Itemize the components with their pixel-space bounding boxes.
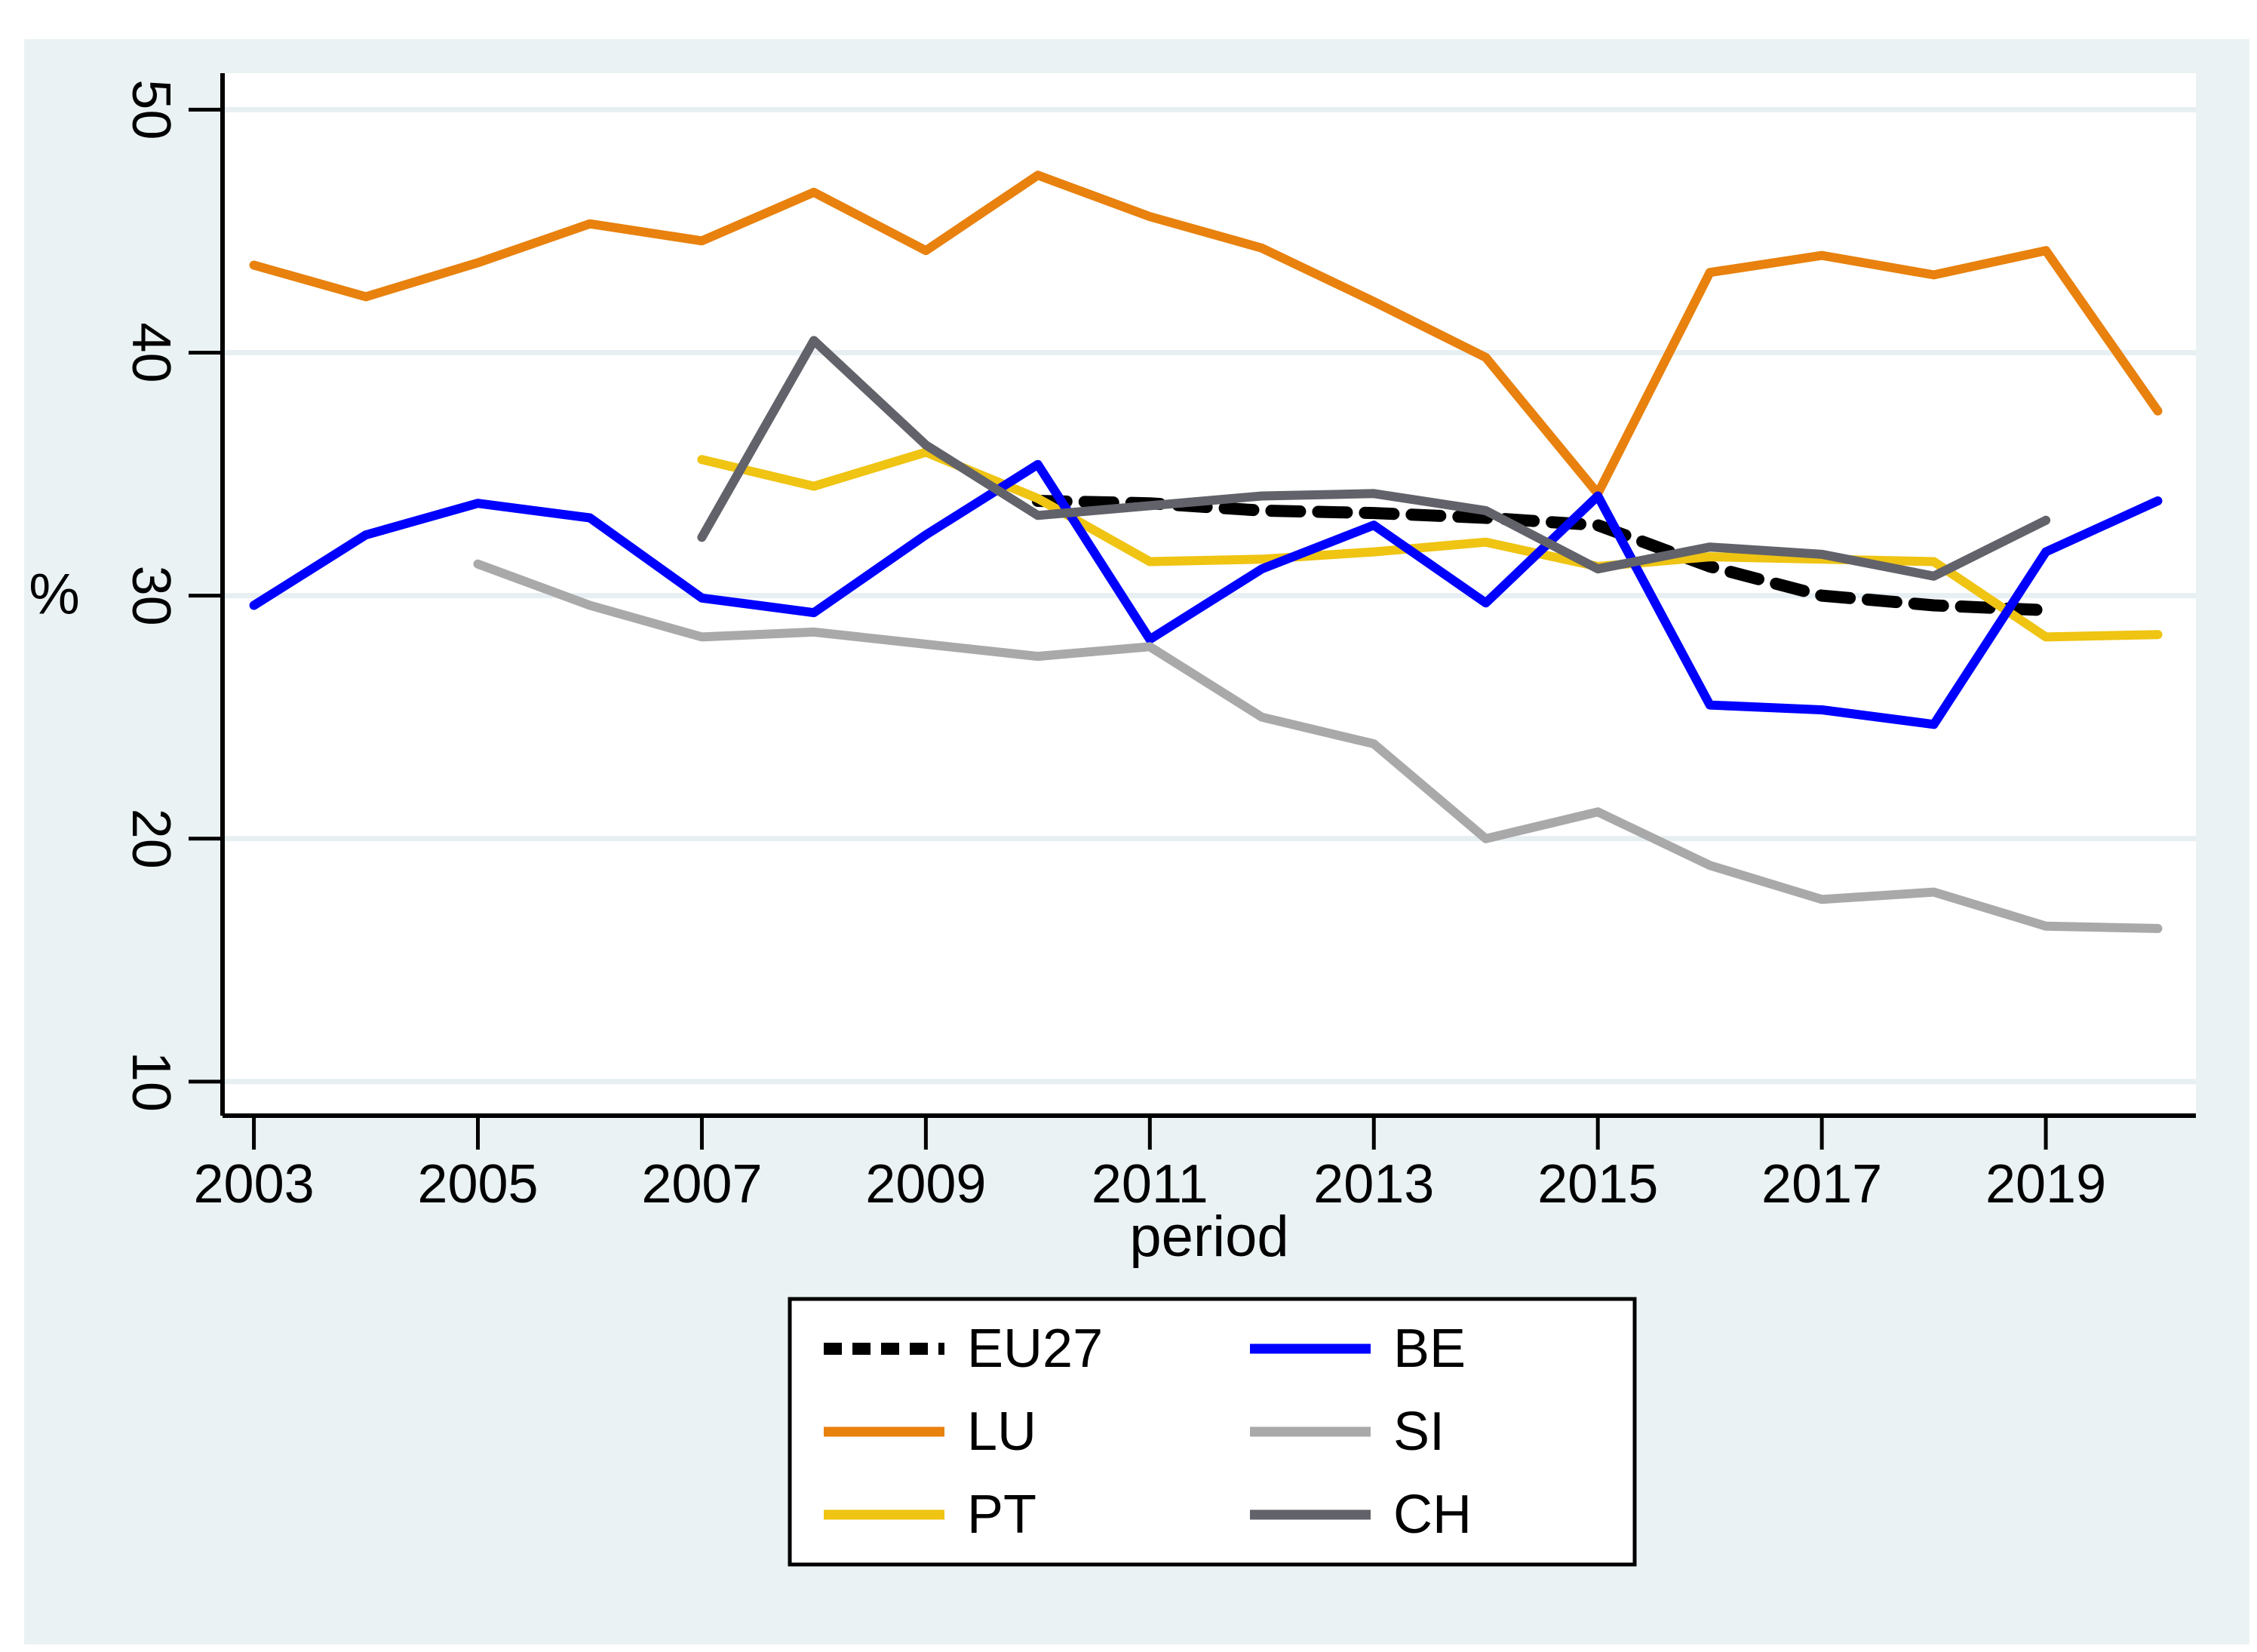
legend-label-lu: LU	[967, 1402, 1036, 1462]
x-tick-label-2013: 2013	[1313, 1154, 1434, 1214]
y-axis-title: %	[29, 563, 80, 627]
x-tick-label-2007: 2007	[641, 1154, 762, 1214]
legend-label-si: SI	[1393, 1402, 1445, 1462]
legend-label-be: BE	[1393, 1319, 1466, 1379]
x-tick-label-2005: 2005	[417, 1154, 538, 1214]
y-tick-label-30: 30	[121, 566, 181, 626]
y-tick-label-40: 40	[121, 322, 181, 382]
x-tick-label-2003: 2003	[193, 1154, 314, 1214]
y-tick-label-50: 50	[121, 79, 181, 140]
legend-label-pt: PT	[967, 1485, 1036, 1545]
y-tick-label-20: 20	[121, 809, 181, 869]
series-line-be	[249, 459, 2163, 729]
legend-label-ch: CH	[1393, 1485, 1472, 1545]
x-axis-title: period	[1129, 1205, 1288, 1269]
series-line-ch	[697, 336, 2051, 581]
x-tick-label-2009: 2009	[865, 1154, 986, 1214]
legend-label-eu27: EU27	[967, 1319, 1103, 1379]
x-tick-label-2017: 2017	[1761, 1154, 1882, 1214]
series-line-lu	[249, 170, 2163, 499]
series-line-eu27	[1031, 495, 2053, 616]
series-line-si	[473, 559, 2163, 933]
y-tick-label-10: 10	[121, 1052, 181, 1112]
x-tick-label-2019: 2019	[1985, 1154, 2106, 1214]
x-tick-label-2015: 2015	[1537, 1154, 1658, 1214]
x-tick-label-2011: 2011	[1092, 1154, 1208, 1214]
